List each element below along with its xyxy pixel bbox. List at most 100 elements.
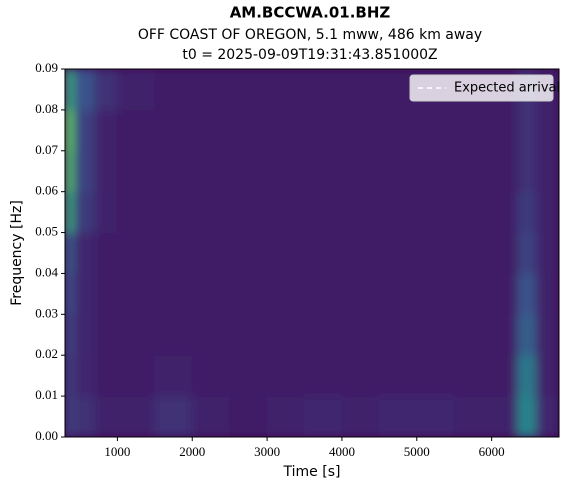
heat-cell bbox=[378, 109, 418, 152]
heat-cell bbox=[453, 272, 493, 315]
y-axis-label: Frequency [Hz] bbox=[9, 200, 25, 306]
y-tick-label: 0.01 bbox=[35, 387, 58, 402]
heat-cell bbox=[517, 232, 538, 274]
heat-cell bbox=[266, 354, 306, 397]
heat-cell bbox=[536, 395, 559, 437]
heat-cell bbox=[191, 354, 231, 397]
heat-cell bbox=[229, 395, 268, 437]
heat-cell bbox=[491, 313, 519, 356]
heat-cell bbox=[536, 354, 559, 397]
heat-cell bbox=[116, 232, 156, 274]
heat-cell bbox=[453, 313, 493, 356]
heat-cell bbox=[341, 191, 380, 234]
heat-cell bbox=[341, 272, 380, 315]
heat-cell bbox=[517, 109, 538, 152]
x-tick-label: 6000 bbox=[479, 444, 505, 459]
heat-cell bbox=[94, 395, 118, 437]
heat-cell bbox=[517, 354, 538, 397]
heat-cell bbox=[65, 232, 75, 274]
heat-cell bbox=[304, 69, 343, 111]
heat-cell bbox=[266, 69, 306, 111]
heat-cell bbox=[304, 272, 343, 315]
y-tick-label: 0.07 bbox=[35, 142, 58, 157]
heat-cell bbox=[266, 395, 306, 437]
heat-cell bbox=[304, 191, 343, 234]
plot-frame bbox=[64, 68, 560, 438]
x-tick-label: 4000 bbox=[329, 444, 355, 459]
heat-cell bbox=[116, 354, 156, 397]
heat-cell bbox=[416, 354, 455, 397]
heat-cell bbox=[453, 232, 493, 274]
heat-cell bbox=[491, 150, 519, 193]
heat-cell bbox=[491, 272, 519, 315]
heat-cell bbox=[229, 232, 268, 274]
heat-cell bbox=[191, 272, 231, 315]
heat-cell bbox=[154, 354, 193, 397]
heat-cell bbox=[116, 69, 156, 111]
heat-cell bbox=[453, 354, 493, 397]
heat-cell bbox=[94, 109, 118, 152]
legend-box bbox=[409, 74, 554, 102]
heat-cell bbox=[73, 354, 96, 397]
y-tick-label: 0.05 bbox=[35, 224, 58, 239]
heat-cell bbox=[536, 150, 559, 193]
heat-cell bbox=[341, 150, 380, 193]
heatmap-cells bbox=[65, 69, 559, 437]
heat-cell bbox=[416, 395, 455, 437]
heat-cell bbox=[191, 232, 231, 274]
heat-cell bbox=[341, 69, 380, 111]
heat-cell bbox=[191, 191, 231, 234]
legend-label: Expected arrival bbox=[454, 81, 560, 96]
heat-cell bbox=[453, 150, 493, 193]
heat-cell bbox=[73, 150, 96, 193]
heat-cell bbox=[517, 150, 538, 193]
heat-cell bbox=[116, 272, 156, 315]
heat-cell bbox=[341, 354, 380, 397]
heat-cell bbox=[154, 191, 193, 234]
heat-cell bbox=[304, 109, 343, 152]
heat-cell bbox=[73, 272, 96, 315]
heat-cell bbox=[266, 109, 306, 152]
heat-cell bbox=[536, 232, 559, 274]
heat-cell bbox=[73, 69, 96, 111]
heat-cell bbox=[65, 191, 75, 234]
heat-cell bbox=[94, 150, 118, 193]
x-axis-label: Time [s] bbox=[283, 464, 341, 480]
x-tick-label: 1000 bbox=[104, 444, 130, 459]
heat-cell bbox=[341, 313, 380, 356]
heat-cell bbox=[229, 272, 268, 315]
heat-cell bbox=[517, 395, 538, 437]
heat-cell bbox=[229, 69, 268, 111]
heat-cell bbox=[536, 109, 559, 152]
heat-cell bbox=[116, 313, 156, 356]
heat-cell bbox=[94, 69, 118, 111]
heat-cell bbox=[73, 191, 96, 234]
heat-cell bbox=[154, 313, 193, 356]
heat-cell bbox=[73, 232, 96, 274]
heat-cell bbox=[65, 150, 75, 193]
heat-cell bbox=[154, 395, 193, 437]
heat-cell bbox=[94, 232, 118, 274]
y-tick-label: 0.09 bbox=[35, 60, 58, 75]
heatmap bbox=[65, 69, 559, 437]
heat-cell bbox=[116, 109, 156, 152]
heat-cell bbox=[378, 354, 418, 397]
y-tick-label: 0.08 bbox=[35, 101, 58, 116]
heat-cell bbox=[94, 191, 118, 234]
heat-cell bbox=[65, 109, 75, 152]
heat-cell bbox=[491, 109, 519, 152]
heat-cell bbox=[229, 109, 268, 152]
heat-cell bbox=[229, 354, 268, 397]
heat-cell bbox=[65, 354, 75, 397]
heat-cell bbox=[453, 395, 493, 437]
heat-cell bbox=[536, 191, 559, 234]
heat-cell bbox=[266, 313, 306, 356]
chart-subtitle: t0 = 2025-09-09T19:31:43.851000Z bbox=[182, 47, 437, 63]
x-tick-label: 2000 bbox=[179, 444, 205, 459]
heat-cell bbox=[491, 354, 519, 397]
heat-cell bbox=[65, 395, 75, 437]
heat-cell bbox=[304, 395, 343, 437]
heat-cell bbox=[304, 354, 343, 397]
heat-cell bbox=[191, 109, 231, 152]
